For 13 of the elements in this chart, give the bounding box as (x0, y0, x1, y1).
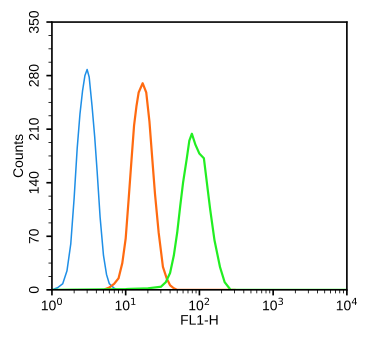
y-tick-label: 210 (28, 118, 39, 140)
y-tick-label: 0 (28, 286, 39, 294)
x-axis-title: FL1-H (181, 315, 218, 325)
x-tick-label: 10$^{0}$ (42, 298, 62, 310)
y-tick-label: 70 (28, 229, 39, 244)
x-tick-label: 10$^{2}$ (189, 298, 210, 310)
y-tick-label: 350 (28, 10, 39, 34)
y-tick-label: 140 (28, 172, 39, 194)
x-tick-label: 10$^{4}$ (336, 298, 357, 310)
y-axis-title: Counts (13, 134, 24, 178)
y-tick-label: 280 (28, 64, 39, 86)
x-tick-label: 10$^{1}$ (116, 298, 136, 310)
x-tick-label: 10$^{3}$ (263, 298, 284, 310)
